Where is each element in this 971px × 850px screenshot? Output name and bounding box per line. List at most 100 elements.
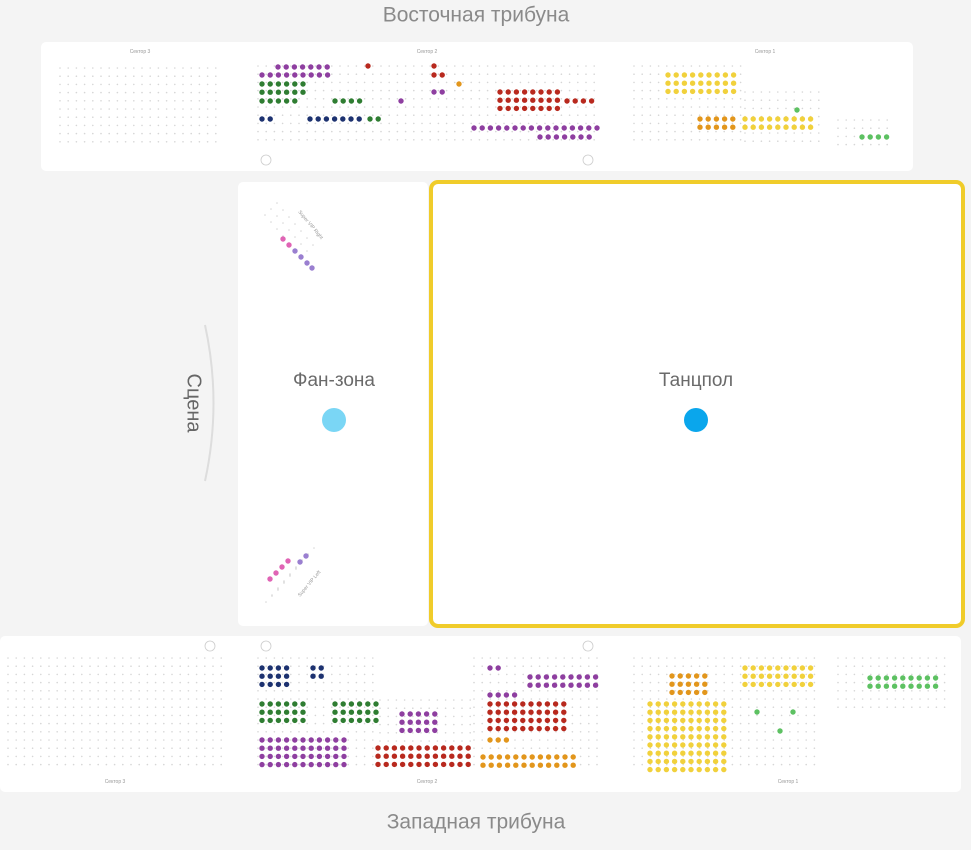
available-seat[interactable] xyxy=(424,761,430,768)
available-seat[interactable] xyxy=(367,116,373,122)
available-seat[interactable] xyxy=(586,134,592,140)
available-seat[interactable] xyxy=(318,673,324,679)
available-seat[interactable] xyxy=(267,737,273,743)
available-seat[interactable] xyxy=(267,98,273,104)
available-seat[interactable] xyxy=(545,134,551,140)
available-seat[interactable] xyxy=(273,570,279,576)
available-seat[interactable] xyxy=(669,681,675,687)
available-seat[interactable] xyxy=(730,116,736,122)
available-seat[interactable] xyxy=(292,89,298,95)
available-seat[interactable] xyxy=(520,725,526,732)
available-seat[interactable] xyxy=(677,689,683,696)
available-seat[interactable] xyxy=(655,717,661,724)
available-seat[interactable] xyxy=(530,97,536,103)
available-seat[interactable] xyxy=(300,701,306,707)
available-seat[interactable] xyxy=(671,742,678,748)
available-seat[interactable] xyxy=(543,682,550,688)
available-seat[interactable] xyxy=(750,124,756,130)
available-seat[interactable] xyxy=(275,681,282,688)
available-seat[interactable] xyxy=(331,116,338,122)
available-seat[interactable] xyxy=(688,734,694,740)
available-seat[interactable] xyxy=(356,717,363,724)
available-seat[interactable] xyxy=(577,125,584,131)
available-seat[interactable] xyxy=(300,753,306,760)
available-seat[interactable] xyxy=(552,717,559,724)
available-seat[interactable] xyxy=(504,762,511,768)
available-seat[interactable] xyxy=(267,665,273,671)
available-seat[interactable] xyxy=(696,717,702,724)
available-seat[interactable] xyxy=(310,665,316,671)
available-seat[interactable] xyxy=(528,717,534,724)
available-seat[interactable] xyxy=(457,745,463,751)
available-seat[interactable] xyxy=(561,725,567,732)
available-seat[interactable] xyxy=(408,761,414,768)
available-seat[interactable] xyxy=(538,105,544,112)
available-seat[interactable] xyxy=(304,260,310,266)
available-seat[interactable] xyxy=(568,674,574,680)
available-seat[interactable] xyxy=(680,758,686,765)
available-seat[interactable] xyxy=(551,674,558,680)
available-seat[interactable] xyxy=(561,125,567,131)
available-seat[interactable] xyxy=(529,754,535,760)
available-seat[interactable] xyxy=(275,72,282,78)
available-seat[interactable] xyxy=(791,116,797,122)
available-seat[interactable] xyxy=(647,758,653,765)
available-seat[interactable] xyxy=(375,761,381,768)
available-seat[interactable] xyxy=(383,753,389,759)
available-seat[interactable] xyxy=(900,683,906,689)
available-seat[interactable] xyxy=(783,124,789,130)
available-seat[interactable] xyxy=(283,753,290,760)
available-seat[interactable] xyxy=(706,80,712,86)
available-seat[interactable] xyxy=(594,125,600,131)
available-seat[interactable] xyxy=(742,116,748,122)
available-seat[interactable] xyxy=(275,81,282,87)
available-seat[interactable] xyxy=(698,80,704,86)
available-seat[interactable] xyxy=(799,665,806,671)
available-seat[interactable] xyxy=(721,742,727,748)
available-seat[interactable] xyxy=(495,692,501,698)
available-seat[interactable] xyxy=(497,89,503,95)
available-seat[interactable] xyxy=(688,725,694,732)
available-seat[interactable] xyxy=(580,98,587,104)
available-seat[interactable] xyxy=(867,675,873,681)
available-seat[interactable] xyxy=(275,745,282,751)
available-seat[interactable] xyxy=(285,558,291,564)
available-seat[interactable] xyxy=(275,717,282,724)
available-seat[interactable] xyxy=(693,689,700,696)
available-seat[interactable] xyxy=(520,701,526,707)
available-seat[interactable] xyxy=(292,709,298,715)
available-seat[interactable] xyxy=(663,717,670,724)
available-seat[interactable] xyxy=(332,717,338,724)
available-seat[interactable] xyxy=(537,762,544,768)
available-seat[interactable] xyxy=(480,762,486,768)
available-seat[interactable] xyxy=(730,88,737,95)
available-seat[interactable] xyxy=(283,709,290,715)
available-seat[interactable] xyxy=(712,766,719,773)
available-seat[interactable] xyxy=(520,125,526,131)
available-seat[interactable] xyxy=(775,673,781,679)
available-seat[interactable] xyxy=(671,701,678,707)
available-seat[interactable] xyxy=(799,681,806,688)
available-seat[interactable] xyxy=(875,683,881,689)
available-seat[interactable] xyxy=(655,766,661,773)
available-seat[interactable] xyxy=(663,709,670,715)
available-seat[interactable] xyxy=(721,766,727,773)
available-seat[interactable] xyxy=(721,750,727,756)
available-seat[interactable] xyxy=(527,674,533,680)
available-seat[interactable] xyxy=(423,727,430,734)
available-seat[interactable] xyxy=(520,709,526,715)
available-seat[interactable] xyxy=(799,124,806,130)
available-seat[interactable] xyxy=(449,761,455,768)
available-seat[interactable] xyxy=(309,265,315,271)
available-seat[interactable] xyxy=(259,737,265,743)
available-seat[interactable] xyxy=(545,754,552,760)
available-seat[interactable] xyxy=(308,753,314,760)
available-seat[interactable] xyxy=(283,665,290,671)
available-seat[interactable] xyxy=(696,734,702,740)
available-seat[interactable] xyxy=(340,717,346,724)
available-seat[interactable] xyxy=(267,89,273,95)
available-seat[interactable] xyxy=(688,758,694,765)
available-seat[interactable] xyxy=(713,124,720,130)
available-seat[interactable] xyxy=(275,673,282,679)
available-seat[interactable] xyxy=(545,125,551,131)
